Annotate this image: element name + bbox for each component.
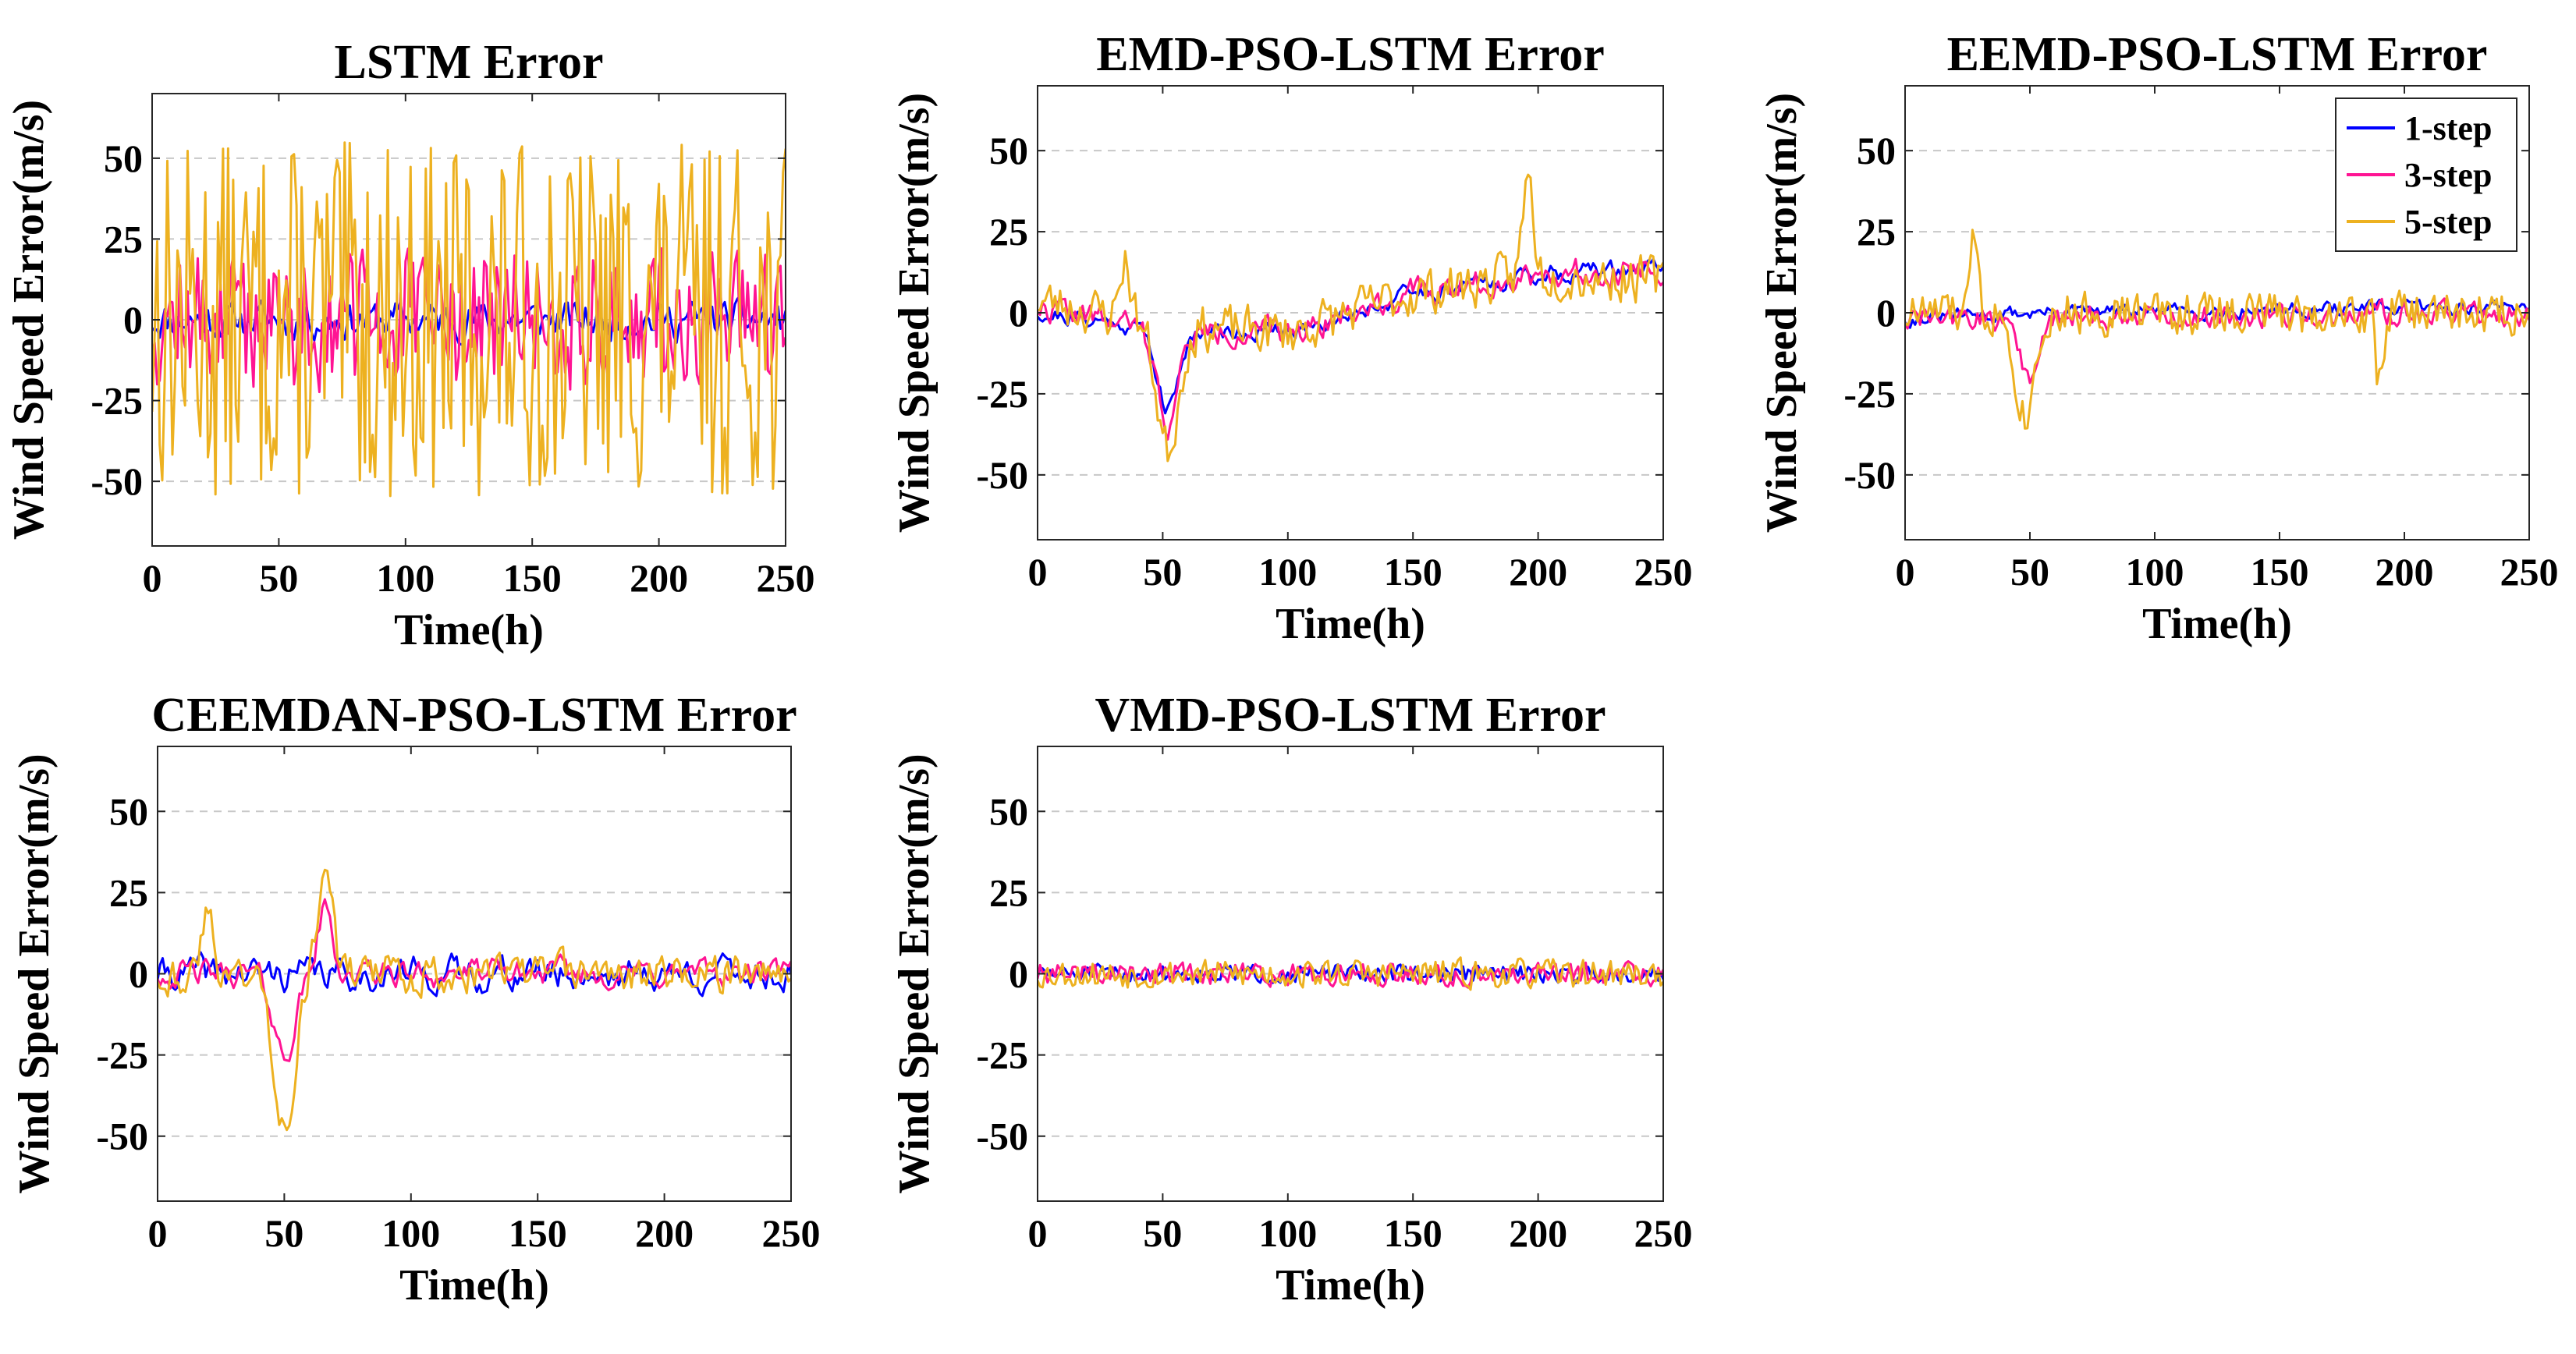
- legend-label-3-step: 3-step: [2404, 156, 2492, 194]
- y-tick-label: -25: [96, 1033, 148, 1077]
- series-group: [1038, 173, 1663, 463]
- y-tick-label: 0: [129, 952, 148, 996]
- subplot-2: 0 50 100 150 200 250 -50 -25 0 25 50 EMD-PSO-LSTM E…: [890, 28, 1693, 648]
- y-tick-label: -50: [976, 1115, 1028, 1158]
- y-axis-label: Wind Speed Error(m/s): [10, 753, 59, 1193]
- x-tick-label: 100: [381, 1211, 440, 1255]
- series-line-5-step: [1905, 229, 2529, 430]
- x-tick-label: 100: [2126, 550, 2184, 594]
- x-tick-label: 50: [2010, 550, 2049, 594]
- x-tick-label: 0: [1028, 550, 1048, 594]
- subplot-1: 0 50 100 150 200 250 -50 -25 0 25 50 LSTM Error Time…: [5, 36, 815, 654]
- x-tick-label: 250: [757, 556, 815, 600]
- series-group: [152, 141, 786, 498]
- x-tick-label: 200: [630, 556, 688, 600]
- x-tick-label: 50: [264, 1211, 303, 1255]
- y-tick-label: 25: [109, 870, 148, 914]
- y-tick-label: -25: [90, 379, 143, 423]
- y-tick-label: 25: [989, 870, 1028, 914]
- y-tick-label: 25: [1857, 210, 1896, 253]
- legend-label-1-step: 1-step: [2404, 109, 2492, 147]
- x-tick-label: 200: [2376, 550, 2434, 594]
- series-line-3-step: [1038, 257, 1663, 441]
- y-tick-label: 0: [123, 298, 143, 342]
- x-tick-label: 0: [1896, 550, 1915, 594]
- series-line-5-step: [158, 868, 791, 1132]
- subplot-5: 0 50 100 150 200 250 -50 -25 0 25 50 VMD-PSO-LSTM E…: [890, 689, 1693, 1310]
- subplot-3: 0 50 100 150 200 250 -50 -25 0 25 50 EEMD-PSO-LSTM …: [1758, 28, 2559, 648]
- y-tick-label: 50: [1857, 129, 1896, 172]
- y-axis-label: Wind Speed Error(m/s): [890, 93, 939, 533]
- x-tick-label: 50: [1143, 550, 1182, 594]
- y-tick-label: -50: [1843, 453, 1896, 497]
- x-tick-label: 0: [143, 556, 162, 600]
- y-tick-label: 50: [109, 789, 148, 833]
- chart-title: CEEMDAN-PSO-LSTM Error: [151, 689, 797, 742]
- legend-label-5-step: 5-step: [2404, 203, 2492, 241]
- y-tick-label: -50: [976, 453, 1028, 497]
- x-axis-label: Time(h): [1276, 600, 1425, 648]
- y-axis-label: Wind Speed Error(m/s): [890, 753, 939, 1193]
- x-axis-label: Time(h): [2142, 600, 2292, 648]
- x-axis-label: Time(h): [1276, 1261, 1425, 1310]
- x-tick-label: 50: [1143, 1211, 1182, 1255]
- series-line-1-step: [1038, 257, 1663, 415]
- series-group: [1905, 229, 2529, 430]
- y-tick-label: 25: [104, 217, 143, 261]
- x-tick-label: 200: [1509, 550, 1567, 594]
- y-tick-label: -25: [976, 1033, 1028, 1077]
- series-group: [158, 868, 791, 1132]
- y-tick-label: 0: [1009, 291, 1028, 335]
- series-line-3-step: [1905, 297, 2529, 385]
- y-tick-label: -50: [90, 459, 143, 503]
- y-tick-label: 25: [989, 210, 1028, 253]
- y-axis-label: Wind Speed Error(m/s): [1758, 93, 1806, 533]
- x-tick-label: 200: [1509, 1211, 1567, 1255]
- x-tick-label: 200: [635, 1211, 694, 1255]
- legend: 1-step 3-step 5-step: [2335, 97, 2517, 252]
- y-tick-label: 50: [989, 789, 1028, 833]
- chart-title: EMD-PSO-LSTM Error: [1096, 28, 1605, 81]
- y-axis-label: Wind Speed Error(m/s): [5, 100, 53, 540]
- x-tick-label: 100: [1258, 550, 1317, 594]
- y-tick-label: 50: [104, 136, 143, 180]
- x-tick-label: 50: [259, 556, 298, 600]
- x-tick-label: 250: [1634, 1211, 1693, 1255]
- x-tick-label: 0: [1028, 1211, 1048, 1255]
- x-tick-label: 250: [762, 1211, 821, 1255]
- x-axis-label: Time(h): [399, 1261, 549, 1310]
- y-tick-label: 0: [1876, 291, 1896, 335]
- x-tick-label: 100: [376, 556, 435, 600]
- series-group: [1038, 956, 1663, 991]
- x-tick-label: 150: [1384, 1211, 1442, 1255]
- series-line-3-step: [152, 247, 786, 394]
- x-tick-label: 250: [2500, 550, 2559, 594]
- x-tick-label: 0: [148, 1211, 168, 1255]
- x-tick-label: 150: [503, 556, 562, 600]
- x-tick-label: 150: [1384, 550, 1442, 594]
- y-tick-label: -50: [96, 1115, 148, 1158]
- y-tick-label: -25: [1843, 372, 1896, 416]
- x-tick-label: 150: [509, 1211, 567, 1255]
- series-line-5-step: [152, 141, 786, 498]
- series-line-5-step: [1038, 173, 1663, 463]
- x-tick-label: 150: [2251, 550, 2309, 594]
- x-axis-label: Time(h): [394, 606, 544, 654]
- chart-title: LSTM Error: [335, 36, 604, 89]
- y-tick-label: 0: [1009, 952, 1028, 996]
- chart-title: VMD-PSO-LSTM Error: [1095, 689, 1606, 742]
- chart-title: EEMD-PSO-LSTM Error: [1947, 28, 2488, 81]
- x-tick-label: 100: [1258, 1211, 1317, 1255]
- series-line-3-step: [1038, 960, 1663, 989]
- x-tick-label: 250: [1634, 550, 1693, 594]
- subplot-4: 0 50 100 150 200 250 -50 -25 0 25 50 CEEMDAN-PSO-LS…: [10, 689, 821, 1310]
- series-line-5-step: [1038, 956, 1663, 991]
- y-tick-label: 50: [989, 129, 1028, 172]
- y-tick-label: -25: [976, 372, 1028, 416]
